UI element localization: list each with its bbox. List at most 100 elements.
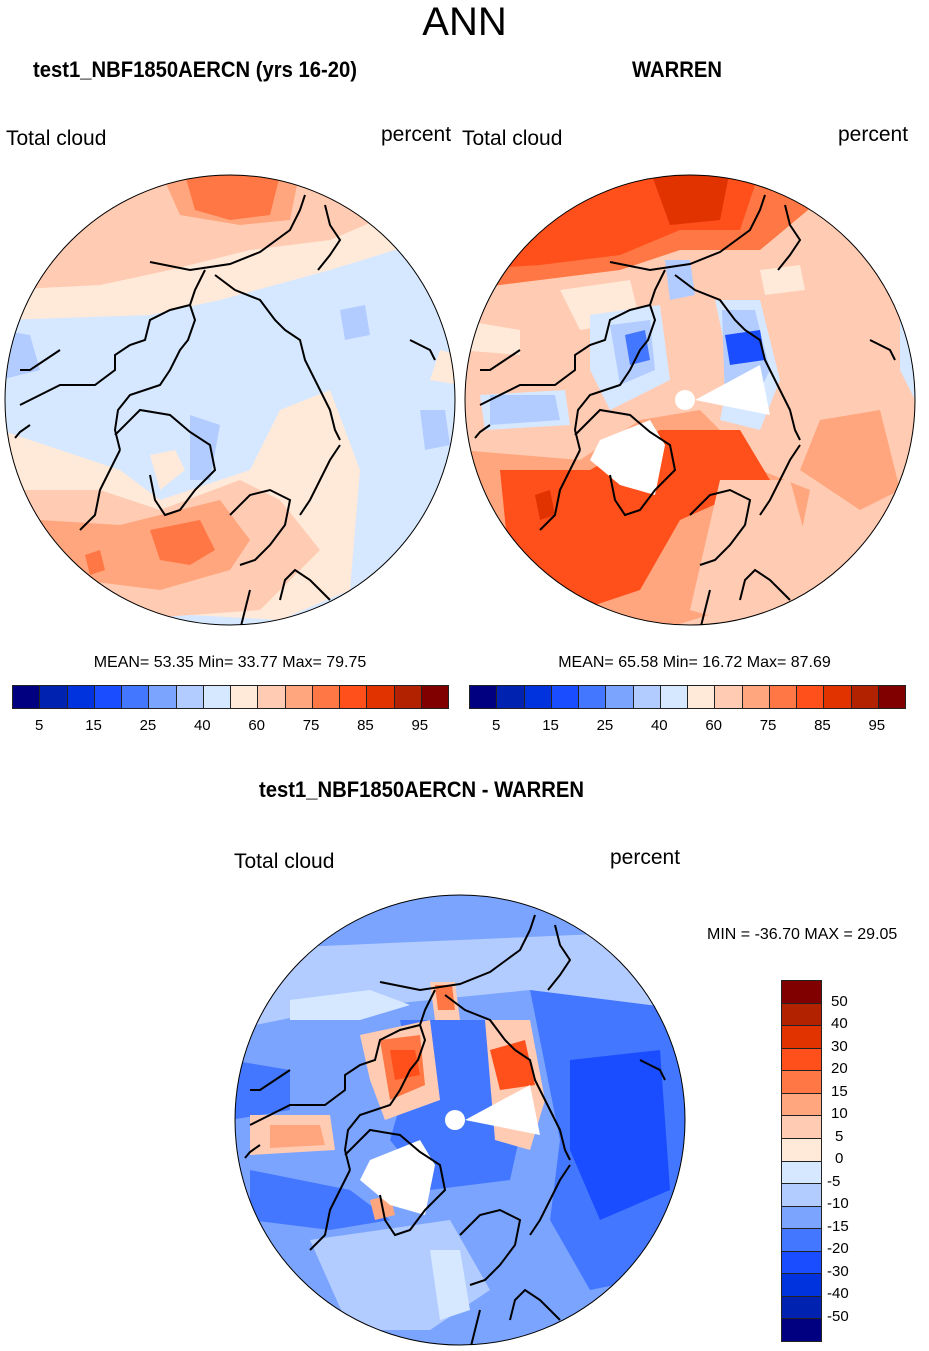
- colorbar-tick-label: -30: [827, 1262, 849, 1280]
- colorbar-swatch: [782, 1319, 821, 1341]
- colorbar-tick-label: 15: [85, 717, 102, 734]
- colorbar-swatch: [782, 1048, 821, 1072]
- colorbar-tick-label: -5: [827, 1172, 841, 1190]
- colorbar-tick-label: 40: [831, 1015, 848, 1032]
- colorbar-swatch: [782, 1206, 821, 1230]
- colorbar-swatch: [782, 1184, 821, 1207]
- colorbar-swatch: [203, 686, 231, 708]
- colorbar-tick-label: 20: [831, 1060, 848, 1077]
- colorbar-swatch: [524, 686, 552, 708]
- panel2-map: [464, 174, 916, 626]
- colorbar-swatch: [176, 686, 204, 708]
- panel3-colorbar-ticks: 50 40 30 20 15 10 5 0 -5 -10 -15 -20 -30 -40 -50: [827, 980, 879, 1340]
- colorbar-tick-label: 75: [302, 717, 320, 734]
- panel2-title: WARREN: [632, 57, 722, 82]
- panel3-map: [234, 894, 686, 1346]
- contour-region: [725, 330, 765, 365]
- contour-region: [150, 520, 215, 565]
- colorbar-swatch: [769, 686, 797, 708]
- contour-region: [390, 1050, 420, 1080]
- contour-region: [185, 175, 280, 220]
- contour-region: [490, 1040, 535, 1090]
- colorbar-swatch: [660, 686, 688, 708]
- colorbar-tick-label: 5: [492, 717, 501, 734]
- map-boundary: [234, 894, 686, 1346]
- colorbar-swatch: [715, 686, 743, 708]
- colorbar-swatch: [40, 686, 68, 708]
- contour-region: [85, 550, 105, 575]
- colorbar-tick-label: -50: [827, 1307, 849, 1325]
- panel2-left-label: Total cloud: [462, 127, 563, 150]
- missing-data-region: [360, 1140, 435, 1215]
- colorbar-swatch: [312, 686, 340, 708]
- colorbar-tick-label: 40: [650, 717, 668, 734]
- colorbar-tick-label: 15: [831, 1082, 848, 1100]
- panel1-title: test1_NBF1850AERCN (yrs 16-20): [33, 57, 357, 82]
- colorbar-tick-label: 15: [542, 717, 559, 734]
- colorbar-swatch: [782, 1296, 821, 1320]
- map-boundary: [464, 174, 916, 626]
- contour-region: [515, 570, 545, 590]
- colorbar-tick-label: 5: [35, 717, 44, 734]
- colorbar-swatch: [851, 686, 879, 708]
- colorbar-tick-label: 25: [139, 717, 157, 734]
- colorbar-tick-label: 60: [705, 717, 723, 734]
- colorbar-swatch: [67, 686, 95, 708]
- contour-region: [625, 330, 650, 365]
- contour-region: [420, 410, 450, 450]
- panel3-stats: MIN = -36.70 MAX = 29.05: [707, 926, 898, 943]
- colorbar-swatch: [797, 686, 825, 708]
- contour-region: [650, 175, 730, 225]
- contour-region: [270, 1125, 325, 1148]
- contour-region: [435, 985, 455, 1010]
- colorbar-tick-label: 50: [831, 992, 848, 1010]
- colorbar-swatch: [231, 686, 259, 708]
- colorbar-swatch: [13, 686, 41, 708]
- colorbar-tick-label: -40: [827, 1285, 849, 1302]
- missing-data-region: [675, 390, 695, 410]
- missing-data-region: [590, 420, 665, 495]
- contour-region: [340, 305, 370, 340]
- colorbar-swatch: [340, 686, 368, 708]
- colorbar-swatch: [367, 686, 395, 708]
- colorbar-tick-label: 95: [868, 717, 886, 734]
- contour-region: [150, 450, 185, 490]
- colorbar-tick-label: 5: [835, 1127, 844, 1145]
- colorbar-swatch: [782, 981, 821, 1004]
- missing-data-region: [695, 365, 770, 415]
- colorbar-swatch: [149, 686, 177, 708]
- panel3-left-label: Total cloud: [234, 850, 335, 873]
- contour-region: [490, 395, 560, 425]
- colorbar-tick-label: 60: [248, 717, 266, 734]
- colorbar-swatch: [782, 1274, 821, 1297]
- colorbar-swatch: [782, 1251, 821, 1275]
- contour-region: [430, 1250, 470, 1320]
- colorbar-swatch: [878, 686, 905, 708]
- colorbar-tick-label: 30: [831, 1037, 848, 1055]
- colorbar-tick-label: -10: [827, 1195, 849, 1212]
- colorbar-swatch: [633, 686, 661, 708]
- coastlines: [14, 194, 436, 625]
- contour-region: [800, 410, 900, 510]
- colorbar-swatch: [782, 1003, 821, 1027]
- colorbar-swatch: [579, 686, 607, 708]
- coastlines: [244, 914, 666, 1345]
- panel2-colorbar: [469, 685, 906, 709]
- contour-region: [760, 265, 805, 295]
- contour-region: [535, 490, 555, 520]
- colorbar-swatch: [782, 1116, 821, 1139]
- colorbar-tick-label: -20: [827, 1240, 849, 1257]
- contour-region: [570, 1050, 670, 1220]
- colorbar-swatch: [94, 686, 122, 708]
- map-boundary: [4, 174, 456, 626]
- colorbar-swatch: [688, 686, 716, 708]
- contour-region: [190, 415, 220, 480]
- colorbar-swatch: [782, 1071, 821, 1094]
- panel2-stats: MEAN= 65.58 Min= 16.72 Max= 87.69: [558, 654, 831, 671]
- colorbar-tick-label: -15: [827, 1217, 849, 1235]
- missing-data-region: [445, 1110, 465, 1130]
- contour-region: [690, 480, 820, 625]
- colorbar-tick-label: 25: [596, 717, 614, 734]
- colorbar-swatch: [394, 686, 422, 708]
- colorbar-swatch: [285, 686, 313, 708]
